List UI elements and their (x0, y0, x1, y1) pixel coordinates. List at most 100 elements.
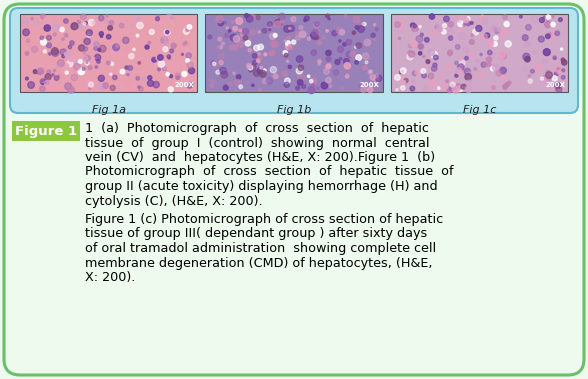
Circle shape (549, 34, 554, 40)
Circle shape (177, 85, 180, 88)
FancyBboxPatch shape (12, 121, 80, 141)
Circle shape (408, 44, 412, 48)
Circle shape (87, 34, 90, 37)
Circle shape (302, 85, 306, 88)
Circle shape (546, 76, 552, 81)
Circle shape (22, 18, 29, 25)
Circle shape (464, 68, 470, 74)
Circle shape (250, 64, 256, 70)
Circle shape (305, 16, 309, 21)
Circle shape (419, 25, 421, 28)
Circle shape (418, 44, 424, 50)
Circle shape (275, 19, 282, 26)
Circle shape (182, 53, 183, 55)
Circle shape (482, 17, 488, 24)
Circle shape (182, 71, 187, 77)
Circle shape (106, 15, 108, 17)
Circle shape (83, 52, 85, 54)
Circle shape (223, 85, 228, 90)
Circle shape (361, 87, 366, 92)
Circle shape (38, 68, 44, 74)
Circle shape (137, 22, 143, 29)
Circle shape (66, 61, 73, 67)
Circle shape (85, 61, 89, 65)
Circle shape (41, 14, 46, 19)
Circle shape (256, 59, 260, 63)
Circle shape (236, 75, 241, 79)
Circle shape (167, 55, 171, 58)
Circle shape (453, 80, 456, 84)
Circle shape (187, 25, 192, 29)
Circle shape (496, 36, 500, 40)
Circle shape (369, 70, 372, 73)
Circle shape (85, 80, 92, 86)
Circle shape (432, 30, 437, 35)
Circle shape (433, 63, 437, 67)
Circle shape (138, 61, 141, 64)
Circle shape (115, 18, 119, 23)
Circle shape (64, 34, 68, 37)
Circle shape (166, 72, 169, 76)
Circle shape (533, 50, 537, 54)
Circle shape (481, 34, 487, 40)
Circle shape (163, 47, 168, 52)
Circle shape (233, 27, 238, 31)
Circle shape (326, 14, 329, 18)
Circle shape (166, 73, 168, 75)
Circle shape (77, 20, 81, 23)
Circle shape (447, 88, 452, 93)
Circle shape (269, 28, 271, 31)
Circle shape (506, 29, 510, 32)
Circle shape (437, 86, 440, 89)
Circle shape (239, 36, 241, 39)
Circle shape (310, 32, 318, 39)
Circle shape (71, 74, 78, 81)
Circle shape (31, 17, 34, 20)
Circle shape (103, 83, 108, 88)
Circle shape (284, 25, 290, 32)
Text: Figure 1: Figure 1 (15, 124, 77, 138)
Circle shape (78, 55, 84, 61)
Circle shape (54, 76, 59, 80)
Circle shape (171, 43, 176, 48)
Circle shape (410, 23, 415, 28)
Circle shape (45, 46, 49, 50)
Circle shape (186, 59, 189, 63)
Circle shape (106, 34, 111, 39)
Circle shape (159, 20, 163, 24)
Text: X: 200).: X: 200). (85, 271, 135, 284)
Circle shape (395, 22, 400, 27)
Circle shape (120, 69, 125, 74)
Circle shape (437, 27, 442, 32)
Circle shape (273, 25, 275, 27)
Circle shape (248, 65, 253, 70)
Circle shape (162, 50, 166, 53)
Circle shape (427, 49, 435, 56)
Circle shape (83, 56, 88, 60)
Circle shape (339, 30, 345, 35)
Circle shape (25, 52, 29, 55)
Circle shape (494, 36, 498, 40)
Circle shape (461, 84, 466, 89)
Circle shape (465, 74, 472, 80)
Text: tissue  of  group  I  (control)  showing  normal  central: tissue of group I (control) showing norm… (85, 136, 429, 149)
Text: of oral tramadol administration  showing complete cell: of oral tramadol administration showing … (85, 242, 436, 255)
Circle shape (64, 63, 69, 69)
Circle shape (368, 70, 372, 74)
Bar (20, 14, 198, 92)
Circle shape (253, 70, 259, 76)
Circle shape (155, 22, 157, 24)
Circle shape (210, 84, 213, 88)
Circle shape (82, 67, 85, 70)
Circle shape (68, 87, 74, 93)
Circle shape (289, 27, 290, 30)
Circle shape (163, 67, 166, 70)
Circle shape (326, 50, 331, 56)
Circle shape (500, 30, 507, 36)
Circle shape (211, 80, 215, 84)
Circle shape (469, 39, 474, 44)
Circle shape (113, 44, 119, 51)
Circle shape (543, 75, 547, 79)
Circle shape (557, 67, 560, 70)
Circle shape (86, 30, 92, 36)
